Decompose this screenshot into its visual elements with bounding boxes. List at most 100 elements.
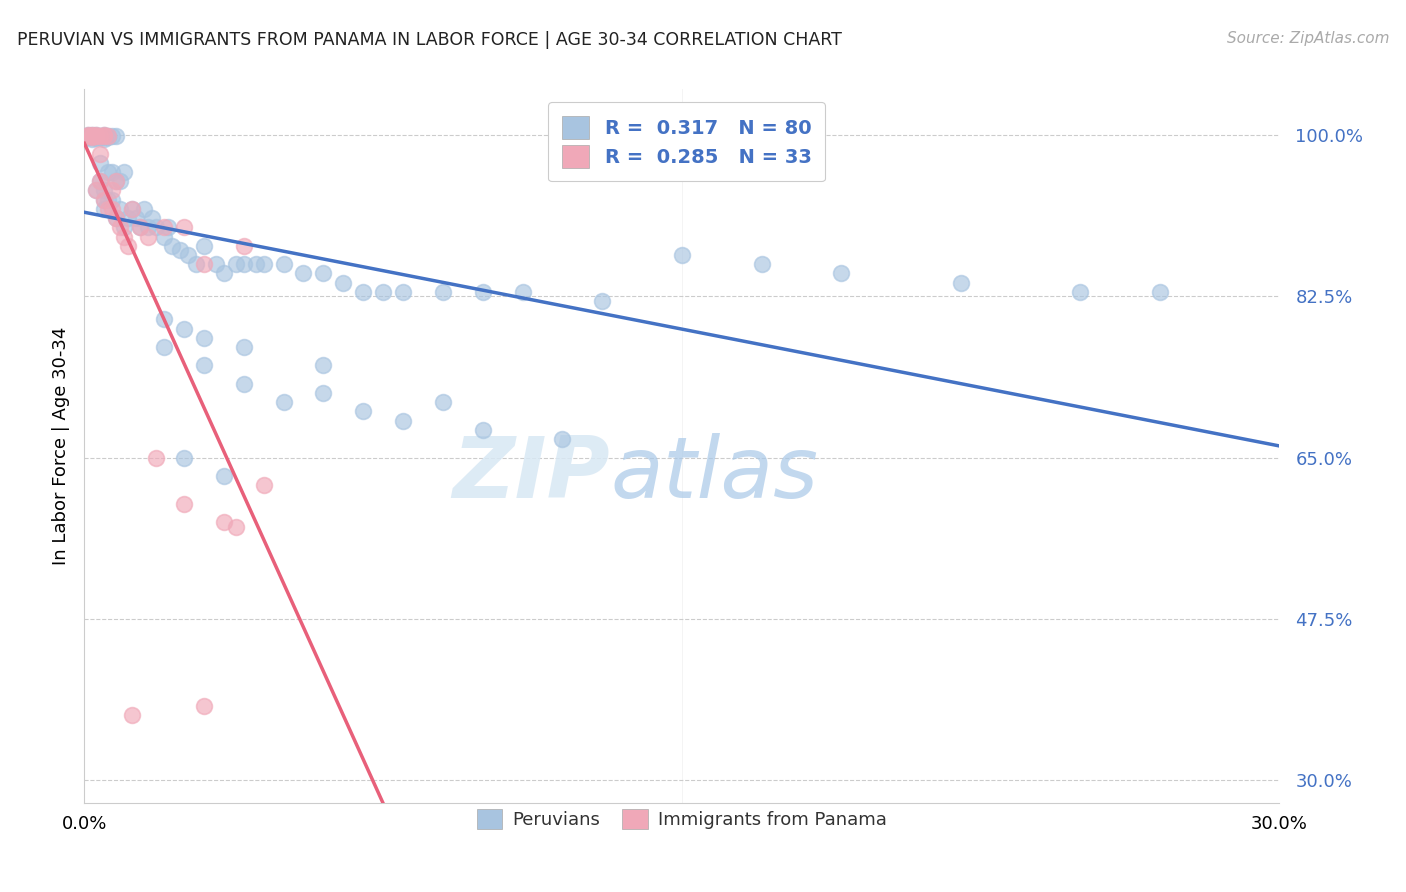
Text: Source: ZipAtlas.com: Source: ZipAtlas.com: [1226, 31, 1389, 46]
Point: [193, 359, 215, 373]
Point: [112, 229, 135, 244]
Point: [273, 395, 295, 409]
Point: [110, 220, 132, 235]
Point: [97, 165, 120, 179]
Point: [93, 193, 115, 207]
Point: [153, 312, 176, 326]
Point: [121, 708, 143, 723]
Point: [89, 129, 111, 144]
Point: [86, 131, 108, 145]
Point: [82, 130, 104, 145]
Point: [77, 129, 100, 144]
Point: [177, 248, 200, 262]
Legend: Peruvians, Immigrants from Panama: Peruvians, Immigrants from Panama: [470, 801, 894, 837]
Point: [86, 130, 108, 145]
Point: [82, 132, 104, 146]
Point: [93, 193, 115, 207]
Point: [101, 193, 124, 207]
Point: [145, 450, 167, 465]
Point: [352, 285, 374, 299]
Point: [93, 128, 115, 143]
Point: [1149, 285, 1171, 299]
Point: [82, 129, 104, 144]
Point: [232, 257, 254, 271]
Point: [132, 202, 156, 216]
Point: [77, 128, 100, 143]
Point: [112, 220, 135, 235]
Point: [101, 165, 124, 179]
Point: [193, 257, 215, 271]
Point: [86, 184, 108, 198]
Point: [232, 376, 254, 391]
Point: [112, 165, 135, 179]
Point: [89, 174, 111, 188]
Point: [512, 285, 534, 299]
Point: [86, 129, 108, 144]
Point: [82, 128, 104, 143]
Point: [212, 515, 235, 529]
Point: [332, 276, 354, 290]
Point: [193, 238, 215, 252]
Y-axis label: In Labor Force | Age 30-34: In Labor Force | Age 30-34: [52, 326, 70, 566]
Point: [86, 128, 108, 143]
Point: [86, 184, 108, 198]
Point: [101, 202, 124, 216]
Point: [82, 128, 104, 143]
Point: [105, 211, 128, 226]
Point: [432, 395, 454, 409]
Point: [153, 229, 176, 244]
Point: [129, 220, 152, 235]
Point: [97, 193, 120, 207]
Point: [97, 202, 120, 216]
Point: [105, 211, 128, 226]
Point: [136, 220, 159, 235]
Text: PERUVIAN VS IMMIGRANTS FROM PANAMA IN LABOR FORCE | AGE 30-34 CORRELATION CHART: PERUVIAN VS IMMIGRANTS FROM PANAMA IN LA…: [17, 31, 842, 49]
Point: [551, 432, 574, 446]
Point: [101, 129, 124, 144]
Point: [89, 130, 111, 145]
Point: [141, 211, 163, 226]
Point: [352, 404, 374, 418]
Point: [160, 238, 183, 252]
Point: [93, 129, 115, 144]
Point: [93, 184, 115, 198]
Point: [225, 519, 247, 533]
Point: [392, 414, 415, 428]
Point: [117, 238, 139, 252]
Point: [121, 202, 143, 216]
Point: [136, 229, 159, 244]
Point: [110, 202, 132, 216]
Point: [97, 129, 120, 144]
Point: [373, 285, 395, 299]
Point: [173, 497, 195, 511]
Point: [105, 129, 128, 144]
Point: [93, 128, 115, 143]
Point: [273, 257, 295, 271]
Point: [125, 211, 148, 226]
Point: [312, 359, 335, 373]
Point: [145, 220, 167, 235]
Point: [253, 478, 276, 492]
Point: [129, 220, 152, 235]
Point: [97, 130, 120, 145]
Text: ZIP: ZIP: [453, 433, 610, 516]
Point: [93, 132, 115, 146]
Point: [77, 130, 100, 145]
Point: [212, 266, 235, 280]
Point: [86, 128, 108, 143]
Point: [110, 174, 132, 188]
Point: [1069, 285, 1091, 299]
Point: [312, 266, 335, 280]
Point: [89, 146, 111, 161]
Point: [89, 129, 111, 144]
Point: [93, 202, 115, 216]
Point: [77, 129, 100, 144]
Point: [205, 257, 228, 271]
Point: [212, 469, 235, 483]
Point: [117, 211, 139, 226]
Point: [89, 174, 111, 188]
Point: [105, 174, 128, 188]
Point: [89, 156, 111, 170]
Point: [157, 220, 180, 235]
Point: [232, 340, 254, 354]
